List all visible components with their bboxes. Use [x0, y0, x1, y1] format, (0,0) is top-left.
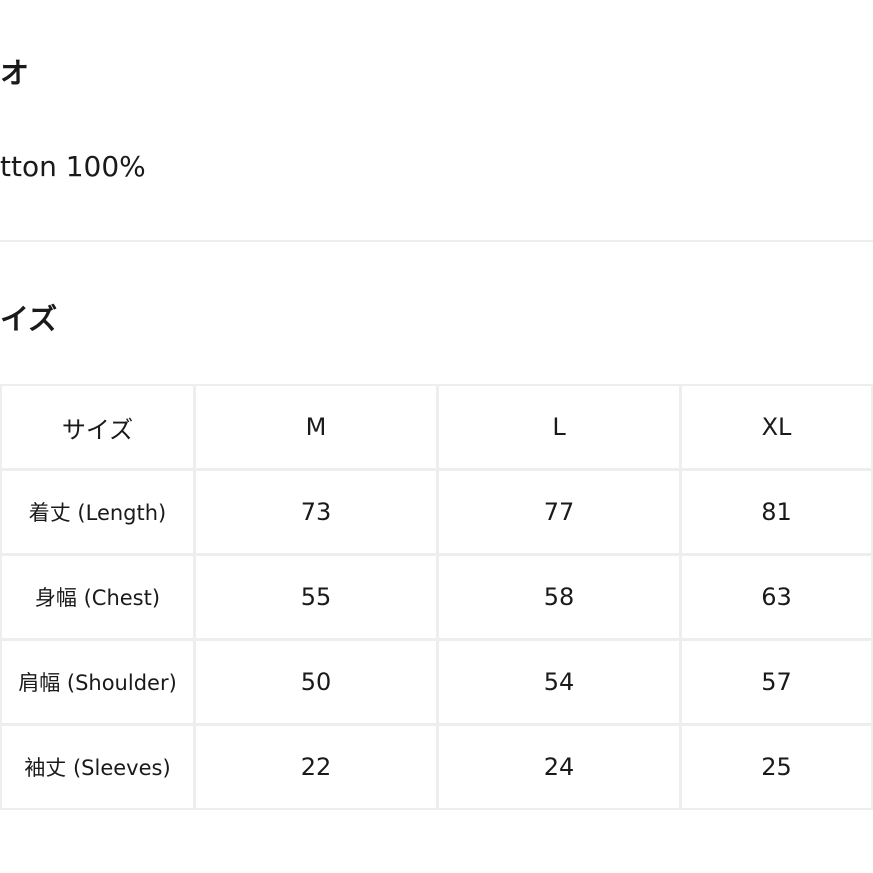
material-heading: オ [0, 56, 30, 90]
divider [0, 240, 873, 242]
table-cell: 81 [682, 471, 871, 553]
table-cell: 50 [196, 641, 436, 723]
table-cell: 25 [682, 726, 871, 808]
header-cell: XL [682, 386, 871, 468]
row-label: 着丈 (Length) [2, 471, 193, 553]
size-heading: イズ [0, 302, 58, 336]
table-cell: 77 [439, 471, 679, 553]
table-cell: 73 [196, 471, 436, 553]
header-cell: M [196, 386, 436, 468]
material-value: tton 100% [0, 150, 146, 183]
header-cell: L [439, 386, 679, 468]
table-cell: 57 [682, 641, 871, 723]
row-label: 袖丈 (Sleeves) [2, 726, 193, 808]
table-cell: 63 [682, 556, 871, 638]
size-table: サイズ M L XL 着丈 (Length) 73 77 81 身幅 (Ches… [0, 384, 873, 810]
table-cell: 24 [439, 726, 679, 808]
row-label: 肩幅 (Shoulder) [2, 641, 193, 723]
table-cell: 22 [196, 726, 436, 808]
header-cell: サイズ [2, 386, 193, 468]
table-cell: 54 [439, 641, 679, 723]
table-cell: 58 [439, 556, 679, 638]
row-label: 身幅 (Chest) [2, 556, 193, 638]
table-cell: 55 [196, 556, 436, 638]
